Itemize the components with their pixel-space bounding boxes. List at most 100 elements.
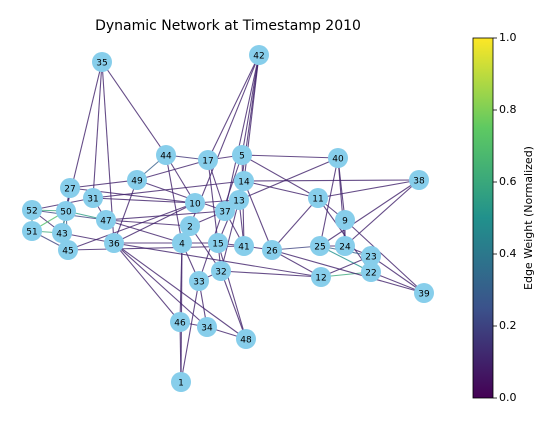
node (104, 233, 124, 253)
edge (344, 179, 420, 247)
edge (271, 197, 319, 251)
node-label: 25 (314, 243, 325, 253)
colorbar-tick-label: 0.2 (499, 319, 517, 332)
edge (337, 157, 346, 247)
edge (67, 202, 196, 251)
node-label: 43 (56, 230, 67, 240)
node (236, 329, 256, 349)
edge (101, 61, 167, 156)
edge (243, 180, 319, 199)
node (308, 188, 328, 208)
node (215, 201, 235, 221)
node-label: 36 (108, 240, 120, 250)
node (198, 150, 218, 170)
edge (241, 154, 319, 199)
node-label: 40 (332, 155, 344, 165)
node-label: 24 (339, 243, 351, 253)
node-label: 31 (87, 195, 98, 205)
node (361, 262, 381, 282)
node-label: 27 (64, 185, 75, 195)
node (172, 233, 192, 253)
node (170, 312, 190, 332)
node (310, 236, 330, 256)
node-label: 42 (253, 52, 264, 62)
colorbar (472, 37, 494, 399)
node-label: 11 (312, 195, 323, 205)
node (185, 193, 205, 213)
node (22, 221, 42, 241)
node-label: 47 (100, 217, 111, 227)
edge (113, 242, 247, 340)
edge (224, 54, 260, 212)
node (127, 170, 147, 190)
edge (271, 249, 425, 294)
edge (243, 179, 420, 182)
node (58, 240, 78, 260)
node (156, 145, 176, 165)
edge (113, 242, 208, 328)
edge (319, 179, 420, 247)
colorbar-tick-label: 0.4 (499, 247, 517, 260)
node (234, 171, 254, 191)
edge (105, 210, 226, 221)
edge (165, 154, 183, 244)
edge (319, 157, 339, 247)
node (232, 145, 252, 165)
edge (69, 179, 138, 189)
node (409, 170, 429, 190)
edge (220, 270, 247, 340)
node-label: 12 (315, 274, 326, 284)
node-label: 48 (240, 336, 252, 346)
edge (113, 242, 181, 323)
edge (105, 219, 191, 227)
node-label: 37 (219, 208, 230, 218)
edge (344, 219, 425, 294)
node-label: 33 (193, 278, 204, 288)
node-label: 23 (365, 253, 376, 263)
node-label: 32 (215, 268, 226, 278)
node-label: 50 (60, 208, 72, 218)
node-label: 5 (239, 152, 245, 162)
node-label: 45 (62, 247, 73, 257)
node (189, 271, 209, 291)
node-label: 13 (233, 197, 244, 207)
edge (136, 179, 226, 212)
colorbar-tick-label: 1.0 (499, 31, 517, 44)
edge (92, 180, 245, 199)
edge (113, 179, 138, 244)
node (52, 223, 72, 243)
edge (220, 270, 322, 278)
node-label: 9 (342, 217, 348, 227)
node (180, 216, 200, 236)
node (229, 190, 249, 210)
node-label: 44 (160, 152, 172, 162)
node (96, 210, 116, 230)
node (249, 45, 269, 65)
edge (92, 61, 103, 199)
node-label: 15 (212, 240, 223, 250)
node-label: 2 (187, 223, 193, 233)
node-label: 4 (179, 240, 185, 250)
node (60, 178, 80, 198)
edge (317, 179, 420, 199)
colorbar-axis: 0.0 0.2 0.4 0.6 0.8 1.0 (493, 31, 517, 404)
node (83, 188, 103, 208)
edge (113, 242, 322, 278)
colorbar-tick-label: 0.0 (499, 391, 517, 404)
node-label: 51 (26, 228, 37, 238)
node (208, 233, 228, 253)
node-label: 49 (131, 177, 143, 187)
node-label: 10 (189, 200, 201, 210)
node (311, 267, 331, 287)
node (262, 240, 282, 260)
node-label: 34 (201, 324, 213, 334)
edge (179, 321, 182, 383)
node (197, 317, 217, 337)
node (414, 283, 434, 303)
edge (217, 242, 247, 340)
edge (220, 199, 240, 272)
node (22, 200, 42, 220)
node-label: 39 (418, 290, 430, 300)
